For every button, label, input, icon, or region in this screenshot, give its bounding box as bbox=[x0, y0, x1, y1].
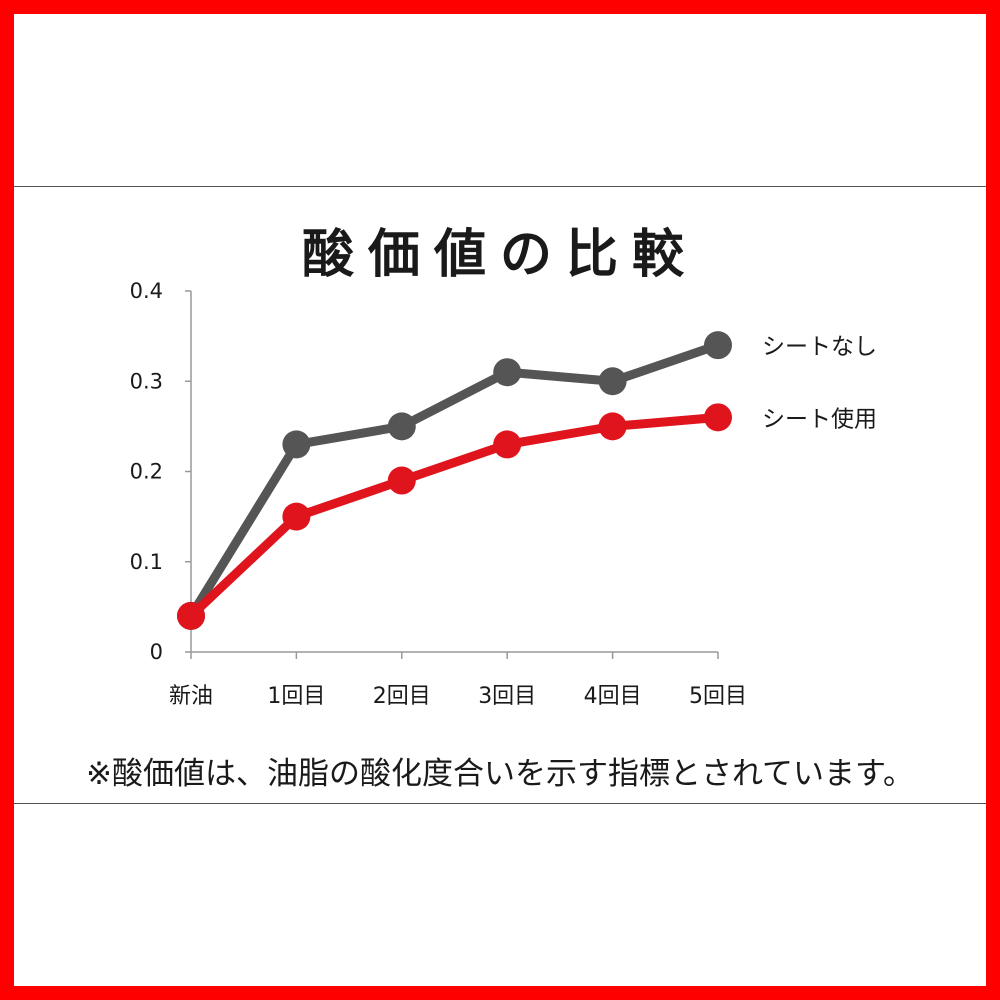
data-point-series-2 bbox=[387, 466, 416, 495]
y-tick-label: 0.3 bbox=[130, 369, 163, 393]
x-tick-label: 2回目 bbox=[373, 684, 431, 709]
data-point-series-2 bbox=[177, 601, 205, 630]
y-tick-label: 0 bbox=[150, 640, 163, 664]
x-tick-label: 新油 bbox=[169, 684, 213, 709]
legend-label-series-2: シート使用 bbox=[762, 406, 877, 432]
data-point-series-2 bbox=[493, 430, 522, 459]
y-tick-label: 0.1 bbox=[130, 550, 163, 574]
data-point-series-1 bbox=[493, 358, 522, 387]
data-point-series-1 bbox=[704, 331, 732, 360]
data-point-series-2 bbox=[282, 502, 311, 531]
bottom-divider bbox=[14, 803, 986, 804]
top-divider bbox=[14, 186, 986, 187]
series-line-2 bbox=[186, 412, 723, 621]
x-tick-label: 1回目 bbox=[267, 684, 325, 709]
footnote: ※酸価値は、油脂の酸化度合いを示す指標とされています。 bbox=[86, 756, 914, 792]
legend-label-series-1: シートなし bbox=[762, 334, 877, 360]
data-point-series-1 bbox=[387, 412, 416, 441]
data-point-series-1 bbox=[282, 430, 311, 459]
y-tick-label: 0.2 bbox=[130, 460, 163, 484]
data-point-series-2 bbox=[598, 412, 627, 441]
x-tick-label: 5回目 bbox=[689, 684, 747, 709]
data-point-series-2 bbox=[704, 403, 732, 432]
x-tick-label: 3回目 bbox=[478, 684, 536, 709]
y-tick-label: 0.4 bbox=[130, 279, 163, 303]
chart-title: 酸価値の比較 bbox=[301, 225, 698, 285]
series-line-1 bbox=[186, 340, 723, 621]
data-point-series-1 bbox=[598, 367, 627, 396]
x-tick-label: 4回目 bbox=[584, 684, 642, 709]
